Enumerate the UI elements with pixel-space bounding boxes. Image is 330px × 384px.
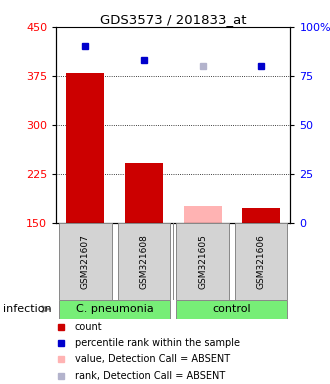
Text: GSM321608: GSM321608 [140, 234, 148, 288]
Text: rank, Detection Call = ABSENT: rank, Detection Call = ABSENT [75, 371, 225, 381]
Bar [176, 223, 229, 300]
Bar [125, 163, 163, 223]
Bar [66, 73, 104, 223]
Bar [235, 223, 287, 300]
Title: GDS3573 / 201833_at: GDS3573 / 201833_at [100, 13, 247, 26]
Text: control: control [213, 304, 251, 314]
Bar [59, 223, 112, 300]
Bar [59, 300, 170, 319]
Text: GSM321606: GSM321606 [257, 234, 266, 288]
Text: GSM321607: GSM321607 [81, 234, 90, 288]
Bar [176, 300, 287, 319]
Text: value, Detection Call = ABSENT: value, Detection Call = ABSENT [75, 354, 230, 364]
Bar [183, 207, 221, 223]
Text: C. pneumonia: C. pneumonia [76, 304, 153, 314]
Text: percentile rank within the sample: percentile rank within the sample [75, 338, 240, 348]
Bar [117, 223, 170, 300]
Text: count: count [75, 321, 103, 331]
Text: infection: infection [3, 304, 52, 314]
Text: GSM321605: GSM321605 [198, 234, 207, 288]
Bar [242, 209, 280, 223]
